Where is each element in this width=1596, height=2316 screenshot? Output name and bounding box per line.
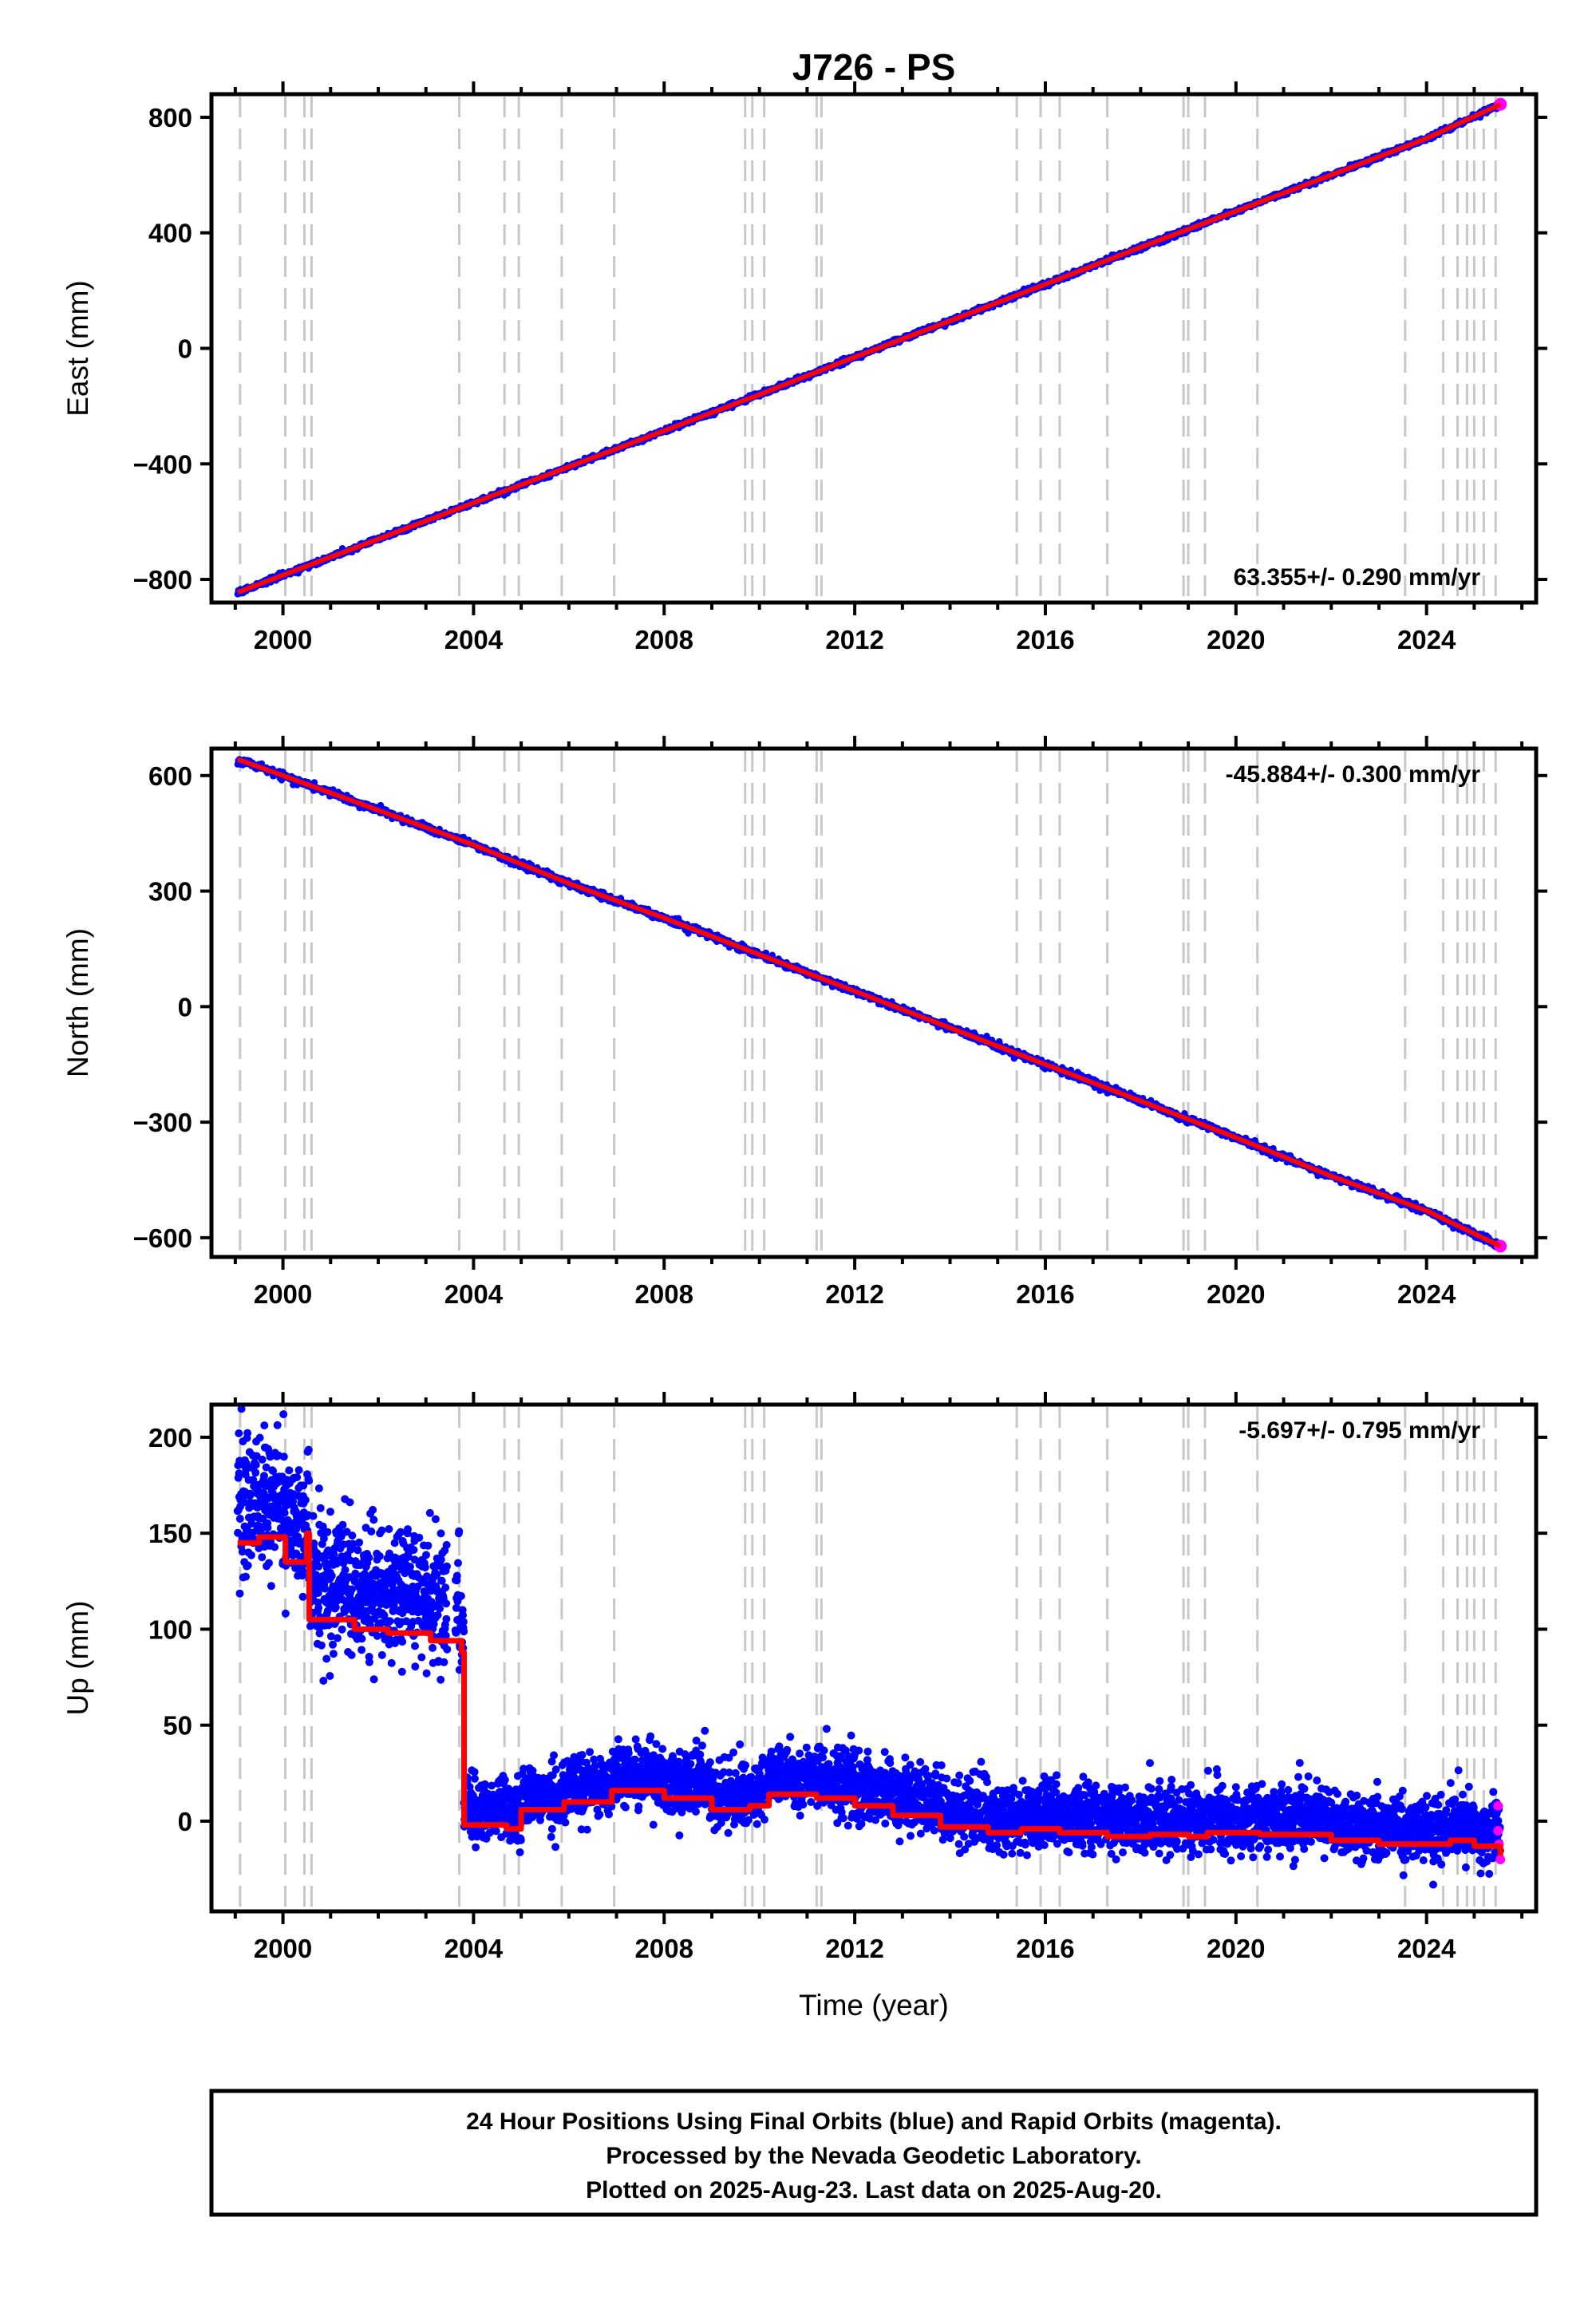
data-point <box>243 1561 252 1570</box>
x-tick-label: 2004 <box>444 625 504 654</box>
final-orbit-points <box>233 1405 1504 1889</box>
x-tick-label: 2024 <box>1397 625 1456 654</box>
data-point <box>309 1512 318 1520</box>
x-tick-label: 2004 <box>444 1279 504 1309</box>
y-axis-label: North (mm) <box>61 928 94 1077</box>
data-point <box>258 1455 267 1464</box>
data-point <box>293 1473 302 1481</box>
data-point <box>281 1609 290 1618</box>
y-tick-label: −800 <box>133 565 192 595</box>
data-point <box>279 1410 288 1419</box>
panel-2: −600 −300 0 300 600 2000 2004 2008 2012 2016 2020 2… <box>61 736 1547 1309</box>
data-point <box>305 1476 314 1485</box>
data-point <box>251 1460 260 1469</box>
y-tick-label: 0 <box>178 992 192 1022</box>
y-tick-label: 400 <box>148 219 192 248</box>
data-point <box>294 1466 303 1475</box>
data-point <box>246 1491 255 1500</box>
y-tick-label: −600 <box>133 1223 192 1253</box>
x-tick-label: 2008 <box>635 1279 693 1309</box>
data-point <box>265 1559 273 1567</box>
data-point <box>242 1572 250 1581</box>
data-point <box>298 1592 307 1601</box>
x-tick-label: 2020 <box>1207 625 1265 654</box>
data-point <box>304 1445 313 1454</box>
y-tick-label: 0 <box>178 334 192 364</box>
data-point <box>251 1468 260 1477</box>
y-axis-label: East (mm) <box>61 280 94 417</box>
x-tick-label: 2020 <box>1207 1279 1265 1309</box>
data-point <box>298 1566 307 1575</box>
panel-1: −800 −400 0 400 800 2000 2004 2008 2012 2016 2020 2… <box>61 81 1547 654</box>
chart-title: J726 - PS <box>792 46 956 88</box>
data-point <box>267 1582 275 1591</box>
final-orbit-points <box>234 756 1504 1251</box>
data-point <box>301 1496 310 1504</box>
x-tick-label: 2012 <box>825 1279 883 1309</box>
y-tick-label: −300 <box>133 1108 192 1137</box>
x-tick-label: 2000 <box>254 1279 312 1309</box>
data-point <box>285 1466 294 1475</box>
data-point <box>235 1589 244 1598</box>
data-point <box>279 1452 288 1461</box>
data-point <box>260 1472 268 1480</box>
data-point <box>235 1429 243 1437</box>
data-point <box>243 1429 252 1437</box>
panels: −800 −400 0 400 800 2000 2004 2008 2012 2016 2020 2… <box>61 81 1547 2022</box>
x-tick-label: 2016 <box>1016 625 1074 654</box>
y-tick-label: 600 <box>148 761 192 791</box>
x-tick-label: 2016 <box>1016 1279 1074 1309</box>
data-point <box>235 1515 244 1523</box>
data-point <box>247 1551 255 1559</box>
rate-label: 63.355+/- 0.290 mm/yr <box>1234 564 1481 591</box>
data-point <box>258 1553 267 1562</box>
x-tick-label: 2012 <box>825 625 883 654</box>
data-point <box>260 1421 269 1430</box>
y-tick-label: 300 <box>148 877 192 907</box>
rate-label: -45.884+/- 0.300 mm/yr <box>1226 761 1481 788</box>
x-tick-label: 2024 <box>1397 1279 1456 1309</box>
data-point <box>273 1421 282 1429</box>
x-tick-label: 2008 <box>635 625 693 654</box>
data-point <box>255 1433 264 1442</box>
y-tick-label: 800 <box>148 103 192 132</box>
x-tick-label: 2000 <box>254 625 312 654</box>
data-point <box>263 1524 272 1532</box>
y-tick-label: −400 <box>133 449 192 479</box>
data-point <box>271 1543 279 1551</box>
